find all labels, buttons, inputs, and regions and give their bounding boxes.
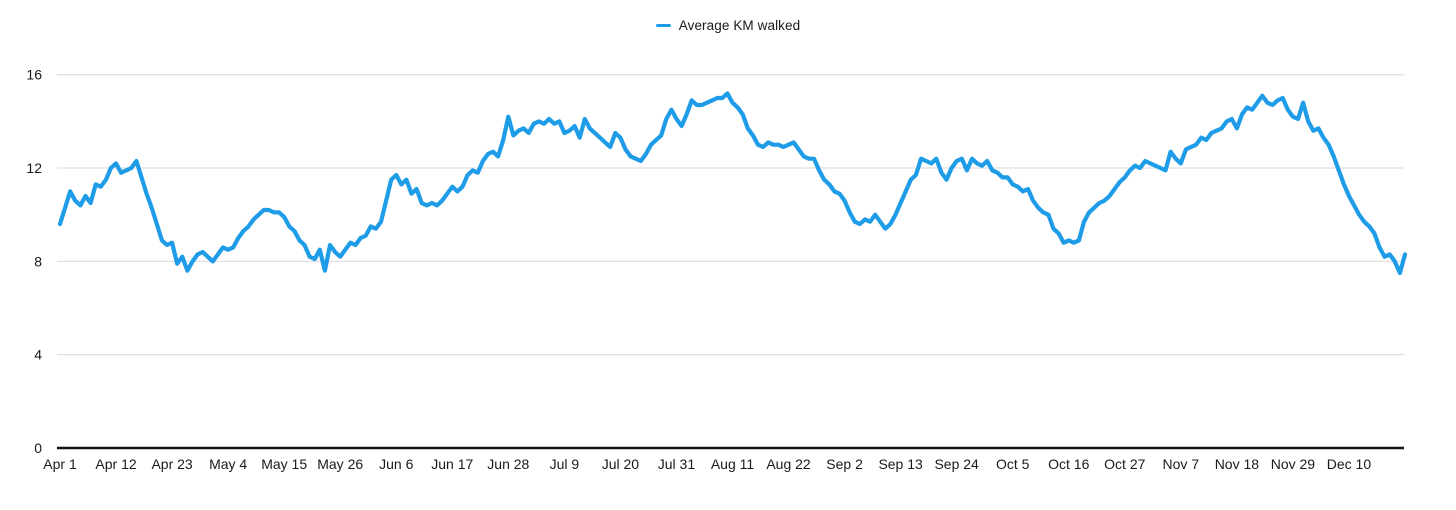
x-tick-label: Jun 6 xyxy=(379,456,413,472)
y-tick-label: 12 xyxy=(26,160,42,176)
x-tick-label: May 26 xyxy=(317,456,363,472)
x-tick-label: May 4 xyxy=(209,456,247,472)
x-tick-label: Oct 27 xyxy=(1104,456,1145,472)
x-tick-label: Nov 29 xyxy=(1271,456,1316,472)
x-tick-label: Jun 17 xyxy=(431,456,473,472)
x-tick-label: Jul 31 xyxy=(658,456,696,472)
data-line-average-km-walked xyxy=(57,91,1408,276)
x-tick-label: Apr 23 xyxy=(151,456,192,472)
x-tick-label: Aug 22 xyxy=(766,456,811,472)
x-tick-label: Jun 28 xyxy=(487,456,529,472)
x-tick-label: Aug 11 xyxy=(711,456,755,472)
x-tick-label: Apr 1 xyxy=(43,456,77,472)
y-tick-label: 16 xyxy=(26,67,42,83)
x-tick-label: Dec 10 xyxy=(1327,456,1372,472)
x-tick-label: Apr 12 xyxy=(95,456,136,472)
x-tick-label: Nov 7 xyxy=(1163,456,1200,472)
x-tick-label: Sep 2 xyxy=(826,456,863,472)
x-tick-label: Jul 9 xyxy=(550,456,580,472)
y-tick-label: 0 xyxy=(34,440,42,456)
x-tick-label: Sep 13 xyxy=(878,456,923,472)
x-tick-label: Oct 16 xyxy=(1048,456,1089,472)
x-tick-label: May 15 xyxy=(261,456,307,472)
x-tick-label: Jul 20 xyxy=(602,456,640,472)
x-tick-label: Nov 18 xyxy=(1215,456,1260,472)
x-tick-label: Sep 24 xyxy=(934,456,979,472)
y-tick-label: 4 xyxy=(34,347,42,363)
y-tick-label: 8 xyxy=(34,253,42,269)
x-tick-label: Oct 5 xyxy=(996,456,1030,472)
